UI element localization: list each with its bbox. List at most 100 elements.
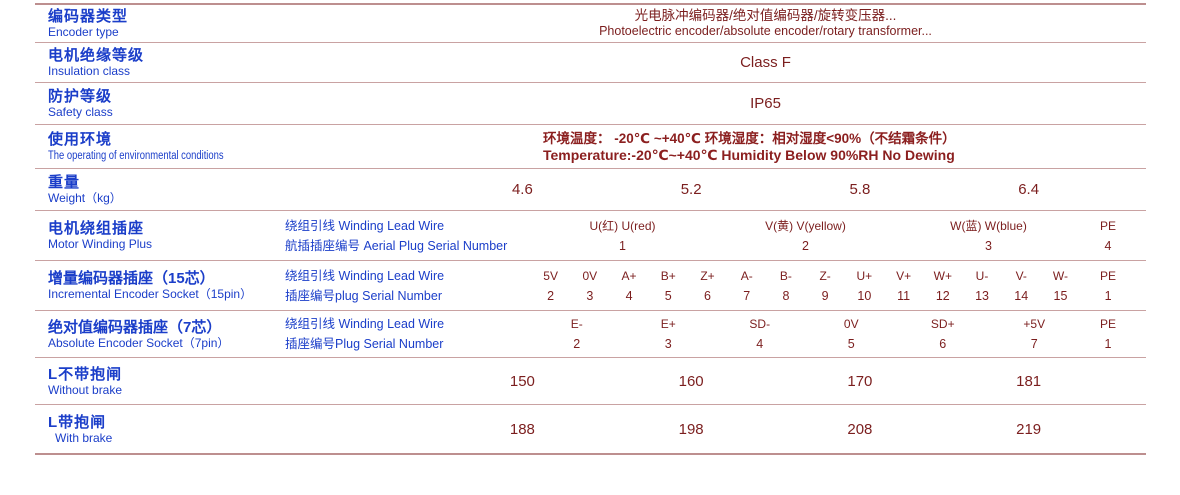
- label-zh: L不带抱闸: [48, 365, 123, 383]
- row-insulation-class: 电机绝缘等级 Insulation class Class F: [35, 43, 1146, 83]
- pin-column: SD+ 6: [897, 318, 989, 350]
- pin-serial: 13: [975, 288, 989, 303]
- pin-serial: 10: [857, 288, 872, 303]
- label-safety-class: 防护等级 Safety class: [35, 83, 285, 124]
- pin-wire: SD+: [930, 317, 955, 331]
- pin-column: Z- 9: [806, 270, 845, 302]
- label-en: Without brake: [48, 382, 123, 397]
- pin-column: PE 4: [1080, 220, 1136, 252]
- pin-column: Z+ 6: [688, 270, 727, 302]
- absolute-sublabels: 绕组引线 Winding Lead Wire 插座编号Plug Serial N…: [285, 311, 531, 357]
- value-environment: 环境温度： -20℃ ~+40℃ 环境湿度：相对湿度<90%（不结霜条件） Te…: [285, 125, 1146, 168]
- incremental-sublabels: 绕组引线 Winding Lead Wire 插座编号plug Serial N…: [285, 261, 531, 310]
- length-value: 150: [509, 372, 535, 390]
- label-motor-winding-plug: 电机绕组插座 Motor Winding Plus: [35, 211, 285, 260]
- value: IP65: [750, 95, 781, 112]
- label-insulation-class: 电机绝缘等级 Insulation class: [35, 43, 285, 82]
- weight-value: 5.8: [849, 181, 871, 198]
- pin-serial: 1: [619, 238, 626, 253]
- wire-label: 绕组引线 Winding Lead Wire: [285, 268, 445, 283]
- label-zh: 编码器类型: [48, 8, 129, 25]
- pin-serial: 6: [704, 288, 711, 303]
- value-en: Temperature:-20℃~+40℃ Humidity Below 90%…: [543, 146, 955, 163]
- pin-column: A- 7: [727, 270, 766, 302]
- pin-wire: B-: [779, 268, 792, 283]
- row-motor-winding-plug: 电机绕组插座 Motor Winding Plus 绕组引线 Winding L…: [35, 211, 1146, 261]
- spec-table: 编码器类型 Encoder type 光电脉冲编码器/绝对值编码器/旋转变压器.…: [35, 3, 1146, 455]
- pin-serial: 15: [1053, 288, 1068, 303]
- pin-column: B- 8: [766, 270, 805, 302]
- pin-column: E+ 3: [623, 318, 715, 350]
- label-en: Motor Winding Plus: [48, 237, 153, 251]
- pin-serial: 14: [1014, 288, 1029, 303]
- pin-wire: U+: [856, 268, 873, 283]
- pin-serial: 3: [664, 337, 672, 351]
- pin-column: PE 1: [1080, 270, 1136, 302]
- length-value: 219: [1016, 420, 1042, 438]
- value-without-brake: 150 160 170 181: [285, 358, 1146, 404]
- pin-column: V- 14: [1002, 270, 1041, 302]
- pin-serial: 11: [897, 288, 911, 303]
- row-length-without-brake: L不带抱闸 Without brake 150 160 170 181: [35, 358, 1146, 405]
- weight-values: 4.6 5.2 5.8 6.4: [285, 181, 1146, 198]
- pin-column: 0V 5: [806, 318, 898, 350]
- pin-serial: 1: [1104, 288, 1112, 303]
- length-value: 160: [678, 372, 704, 390]
- weight-value: 4.6: [511, 181, 533, 198]
- length-value: 170: [847, 372, 873, 390]
- pin-wire: A-: [740, 268, 753, 283]
- value-zh: 环境温度： -20℃ ~+40℃ 环境湿度：相对湿度<90%（不结霜条件）: [543, 130, 956, 146]
- pin-serial: 1: [1104, 337, 1112, 351]
- pin-serial: 8: [782, 288, 790, 303]
- row-encoder-type: 编码器类型 Encoder type 光电脉冲编码器/绝对值编码器/旋转变压器.…: [35, 5, 1146, 43]
- pin-wire: B+: [660, 268, 676, 283]
- label-incremental-encoder-socket: 增量编码器插座（15芯） Incremental Encoder Socket（…: [35, 261, 285, 310]
- pin-wire: W(蓝) W(blue): [950, 218, 1027, 233]
- pin-column: 5V 2: [531, 270, 570, 302]
- pin-wire: +5V: [1023, 317, 1046, 331]
- label-en: Safety class: [48, 105, 113, 119]
- length-value: 198: [678, 420, 704, 438]
- length-value: 208: [847, 420, 873, 438]
- label-en: With brake: [55, 430, 113, 445]
- value-with-brake: 188 198 208 219: [285, 405, 1146, 453]
- label-zh: 增量编码器插座（15芯）: [48, 270, 215, 287]
- serial-label: 航插插座编号 Aerial Plug Serial Number: [285, 238, 508, 253]
- label-zh: 绝对值编码器插座（7芯）: [48, 318, 222, 336]
- pin-column: U- 13: [962, 270, 1001, 302]
- pin-wire: SD-: [749, 317, 771, 331]
- pin-column: 0V 3: [570, 270, 609, 302]
- pin-column: E- 2: [531, 318, 623, 350]
- weight-value: 5.2: [680, 181, 702, 198]
- pin-serial: 4: [756, 337, 764, 351]
- label-with-brake: L带抱闸 With brake: [35, 405, 285, 453]
- pin-serial: 5: [847, 337, 855, 351]
- label-zh: 使用环境: [48, 130, 113, 148]
- row-absolute-encoder-socket: 绝对值编码器插座（7芯） Absolute Encoder Socket（7pi…: [35, 311, 1146, 358]
- label-zh: 重量: [48, 174, 81, 191]
- pin-serial: 2: [802, 238, 809, 253]
- serial-label: 插座编号plug Serial Number: [285, 288, 442, 303]
- pin-column: W+ 12: [923, 270, 962, 302]
- pin-wire: U(红) U(red): [589, 218, 656, 233]
- label-en: Incremental Encoder Socket（15pin）: [48, 287, 253, 301]
- label-en: Insulation class: [48, 64, 131, 78]
- row-environment: 使用环境 The operating of environmental cond…: [35, 125, 1146, 169]
- pin-serial: 6: [939, 337, 947, 351]
- pin-serial: 4: [625, 288, 633, 303]
- pin-column: A+ 4: [609, 270, 648, 302]
- label-zh: 电机绝缘等级: [48, 47, 145, 64]
- pin-column: U+ 10: [845, 270, 884, 302]
- pin-wire: Z+: [700, 268, 715, 283]
- pin-serial: 3: [985, 238, 992, 253]
- pin-wire: V+: [896, 268, 912, 283]
- label-zh: 电机绕组插座: [48, 220, 145, 237]
- label-absolute-encoder-socket: 绝对值编码器插座（7芯） Absolute Encoder Socket（7pi…: [35, 311, 285, 357]
- pin-serial: 2: [573, 337, 581, 351]
- pin-wire: W+: [933, 268, 952, 283]
- label-zh: L带抱闸: [48, 413, 107, 431]
- weight-value: 6.4: [1018, 181, 1040, 198]
- row-weight: 重量 Weight（kg） 4.6 5.2 5.8 6.4: [35, 169, 1146, 211]
- motor-winding-pins: U(红) U(red) 1 V(黄) V(yellow) 2 W(蓝) W(bl…: [531, 211, 1136, 260]
- label-en: Encoder type: [48, 25, 119, 39]
